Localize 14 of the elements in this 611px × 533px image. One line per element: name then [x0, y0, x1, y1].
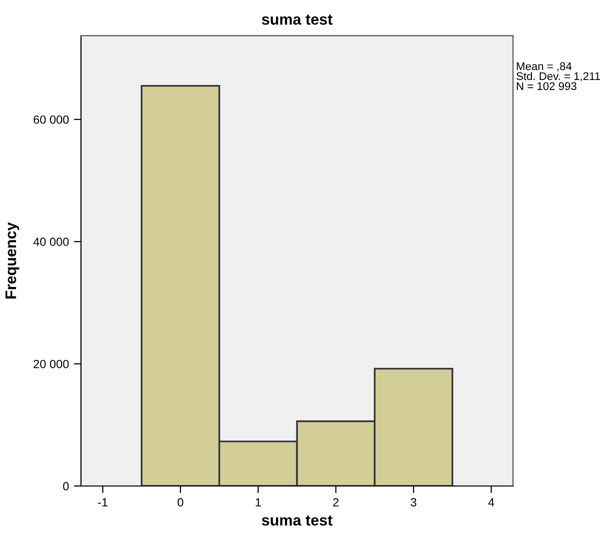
- x-tick-label: -1: [98, 498, 108, 506]
- x-tick-label: 2: [333, 498, 339, 506]
- x-axis-title: suma test: [262, 515, 332, 526]
- y-tick-label: 60 000: [34, 115, 69, 124]
- y-axis-title: Frequency: [6, 222, 20, 298]
- chart-title: suma test: [262, 14, 332, 25]
- x-tick-label: 3: [410, 498, 416, 506]
- y-tick-label: 20 000: [34, 360, 69, 368]
- x-tick-label: 4: [488, 498, 494, 506]
- y-tick-label: 40 000: [33, 238, 69, 246]
- x-tick-label: 1: [256, 498, 261, 506]
- x-tick-label: 0: [178, 498, 184, 506]
- text: Mean = ,84 Std. Dev. = 1,211 N = 102 993: [516, 62, 600, 90]
- y-tick-label: 0: [63, 482, 69, 490]
